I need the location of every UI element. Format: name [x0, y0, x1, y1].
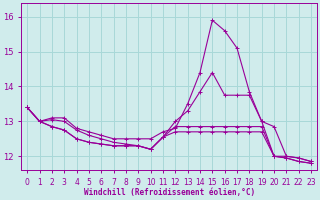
X-axis label: Windchill (Refroidissement éolien,°C): Windchill (Refroidissement éolien,°C) — [84, 188, 255, 197]
